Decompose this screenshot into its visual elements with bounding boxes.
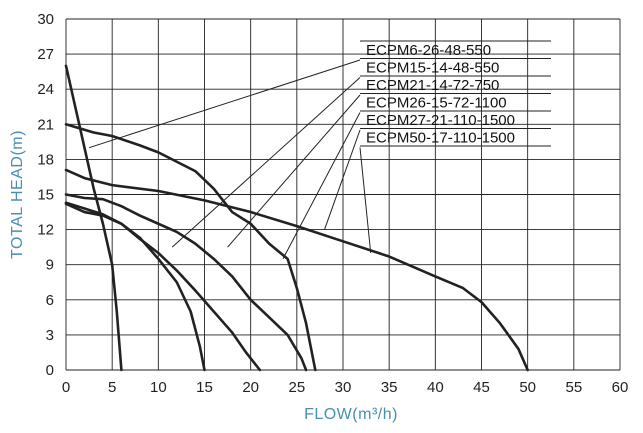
x-tick-label-7: 35 — [381, 379, 398, 396]
legend-label-1: ECPM15-14-48-550 — [366, 60, 499, 77]
y-tick-label-3: 9 — [46, 257, 54, 274]
legend-label-0: ECPM6-26-48-550 — [366, 42, 491, 59]
legend-leader-5 — [359, 147, 372, 254]
series-line-0 — [64, 64, 123, 372]
y-tick-label-6: 18 — [37, 151, 54, 168]
legend-label-4: ECPM27-21-110-1500 — [366, 112, 515, 129]
legend-leader-1 — [171, 77, 361, 248]
y-tick-label-4: 12 — [37, 222, 54, 239]
y-axis-title: TOTAL HEAD(m) — [9, 130, 26, 259]
x-tick-label-11: 55 — [565, 379, 582, 396]
x-tick-label-4: 20 — [242, 379, 259, 396]
x-tick-label-8: 40 — [427, 379, 444, 396]
grid — [65, 18, 621, 371]
y-tick-label-5: 15 — [37, 187, 54, 204]
y-tick-label-8: 24 — [37, 81, 54, 98]
x-tick-label-3: 15 — [196, 379, 213, 396]
y-tick-label-10: 30 — [37, 11, 54, 28]
series-line-1 — [64, 202, 206, 372]
y-tick-label-9: 27 — [37, 46, 54, 63]
y-tick-label-1: 3 — [46, 327, 54, 344]
series-line-3 — [64, 193, 308, 372]
x-tick-label-2: 10 — [150, 379, 167, 396]
y-tick-label-7: 21 — [37, 116, 54, 133]
x-tick-label-12: 60 — [612, 379, 629, 396]
legend-leader-2 — [227, 94, 361, 248]
legend-label-5: ECPM50-17-110-1500 — [366, 130, 515, 147]
x-tick-label-10: 50 — [519, 379, 536, 396]
legend-label-3: ECPM26-15-72-1100 — [366, 95, 507, 112]
y-tick-label-0: 0 — [46, 362, 54, 379]
series-line-5 — [64, 168, 529, 372]
tick-labels: 0 5 10 15 20 25 30 35 40 45 50 55 60 0 3 6 9 12 15 18 21 24 27… — [37, 11, 628, 396]
x-tick-label-5: 25 — [288, 379, 305, 396]
x-tick-label-6: 30 — [335, 379, 352, 396]
curves — [64, 64, 529, 372]
x-tick-label-1: 5 — [108, 379, 116, 396]
x-tick-label-0: 0 — [62, 379, 70, 396]
legend-label-2: ECPM21-14-72-750 — [366, 77, 499, 94]
legend-leader-4 — [324, 129, 361, 230]
legend-leader-0 — [88, 59, 361, 149]
y-tick-label-2: 6 — [46, 292, 54, 309]
x-tick-label-9: 45 — [473, 379, 490, 396]
series-line-2 — [64, 201, 262, 372]
legend-leader-3 — [282, 112, 361, 260]
legend: ECPM6-26-48-550ECPM15-14-48-550ECPM21-14… — [88, 40, 551, 260]
x-axis-title: FLOW(m³/h) — [304, 406, 398, 423]
series-line-4 — [64, 123, 317, 372]
